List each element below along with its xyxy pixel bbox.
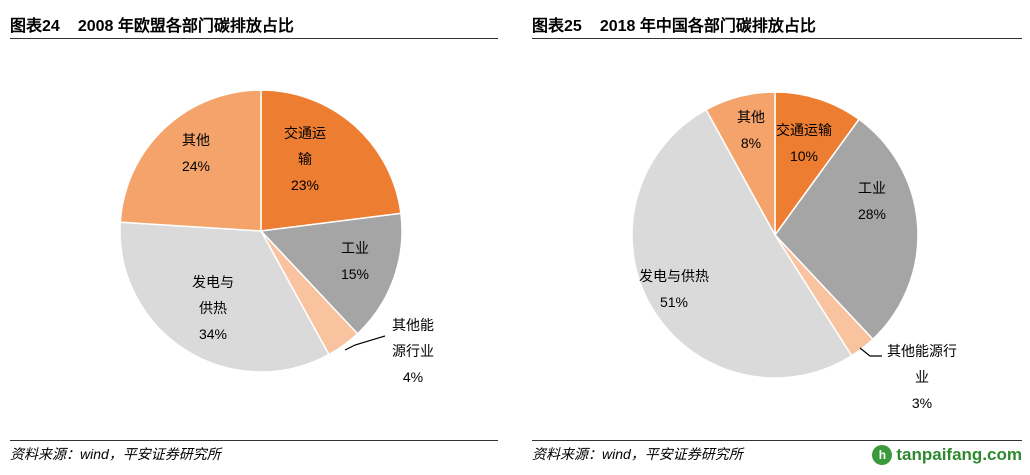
bottom-divider bbox=[532, 440, 1022, 441]
pie-slice-5 bbox=[705, 91, 776, 236]
leader-line bbox=[859, 347, 882, 357]
watermark: h tanpaifang.com bbox=[872, 440, 1022, 470]
watermark-text: tanpaifang.com bbox=[896, 445, 1022, 464]
top-divider bbox=[532, 38, 1022, 39]
pie-chart-eu-2008: 交通运输 23% 工业 15% 其他能源行业 4% 发电与供热 34% 其他 24% bbox=[119, 89, 434, 385]
slice-label: 发电与供热 34% bbox=[192, 274, 234, 342]
chart-panel-china-2018: 图表25 2018 年中国各部门碳排放占比 交通运输 10% 工业 28% 其他能源行业 3… bbox=[532, 0, 1022, 475]
slice-label: 交通运输 23% bbox=[284, 125, 326, 193]
slice-label: 其他 24% bbox=[182, 132, 210, 174]
top-divider bbox=[10, 38, 498, 39]
pie-slice-5 bbox=[119, 89, 262, 232]
slice-label: 其他 8% bbox=[737, 109, 765, 151]
watermark-logo-icon: h bbox=[872, 445, 893, 465]
chart-panel-eu-2008: 图表24 2008 年欧盟各部门碳排放占比 交通运输 23% 工业 15% 其他能源行业 4… bbox=[10, 0, 498, 475]
chart-title: 图表25 2018 年中国各部门碳排放占比 bbox=[532, 12, 816, 36]
source-note: 资料来源：wind，平安证券研究所 bbox=[10, 446, 221, 462]
slice-label: 交通运输 10% bbox=[776, 122, 832, 164]
chart-title-text: 2018 年中国各部门碳排放占比 bbox=[599, 18, 816, 35]
pie-slice-2 bbox=[774, 118, 919, 341]
slice-label: 发电与供热 51% bbox=[639, 268, 709, 310]
figure-label: 图表25 bbox=[532, 18, 582, 35]
leader-line bbox=[344, 335, 386, 351]
pie-slice-4 bbox=[119, 221, 330, 373]
source-note: 资料来源：wind，平安证券研究所 bbox=[532, 446, 743, 462]
pie-slice-4 bbox=[631, 108, 853, 379]
figure-label: 图表24 bbox=[10, 18, 60, 35]
slice-label: 其他能源行业 4% bbox=[392, 317, 434, 385]
bottom-divider bbox=[10, 440, 498, 441]
chart-title: 图表24 2008 年欧盟各部门碳排放占比 bbox=[10, 12, 294, 36]
slice-label: 工业 28% bbox=[858, 180, 886, 222]
slice-label: 工业 15% bbox=[341, 240, 369, 282]
pie-slice-2 bbox=[259, 212, 403, 335]
pie-slice-1 bbox=[774, 91, 861, 238]
chart-title-text: 2008 年欧盟各部门碳排放占比 bbox=[77, 18, 294, 35]
pie-slice-1 bbox=[260, 89, 402, 232]
pie-chart-china-2018: 交通运输 10% 工业 28% 其他能源行业 3% 发电与供热 51% 其他 8% bbox=[631, 91, 957, 411]
slice-label: 其他能源行业 3% bbox=[887, 343, 957, 411]
